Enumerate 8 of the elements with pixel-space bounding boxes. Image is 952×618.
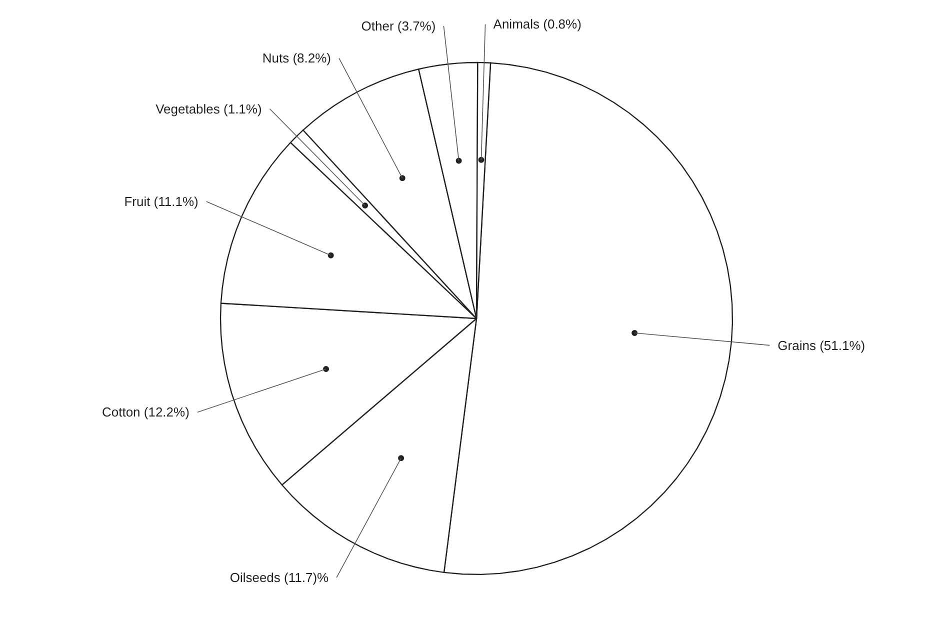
slice-label: Nuts (8.2%) <box>262 50 332 66</box>
slice-label: Other (3.7%) <box>361 18 436 34</box>
slice-label: Oilseeds (11.7)% <box>230 570 330 586</box>
slice-label: Cotton (12.2%) <box>102 404 190 420</box>
slice-label: Fruit (11.1%) <box>124 194 198 209</box>
slice-label: Vegetables (1.1%) <box>156 101 262 116</box>
slice-label: Grains (51.1%) <box>778 338 866 353</box>
slice-label: Animals (0.8%) <box>493 16 582 32</box>
